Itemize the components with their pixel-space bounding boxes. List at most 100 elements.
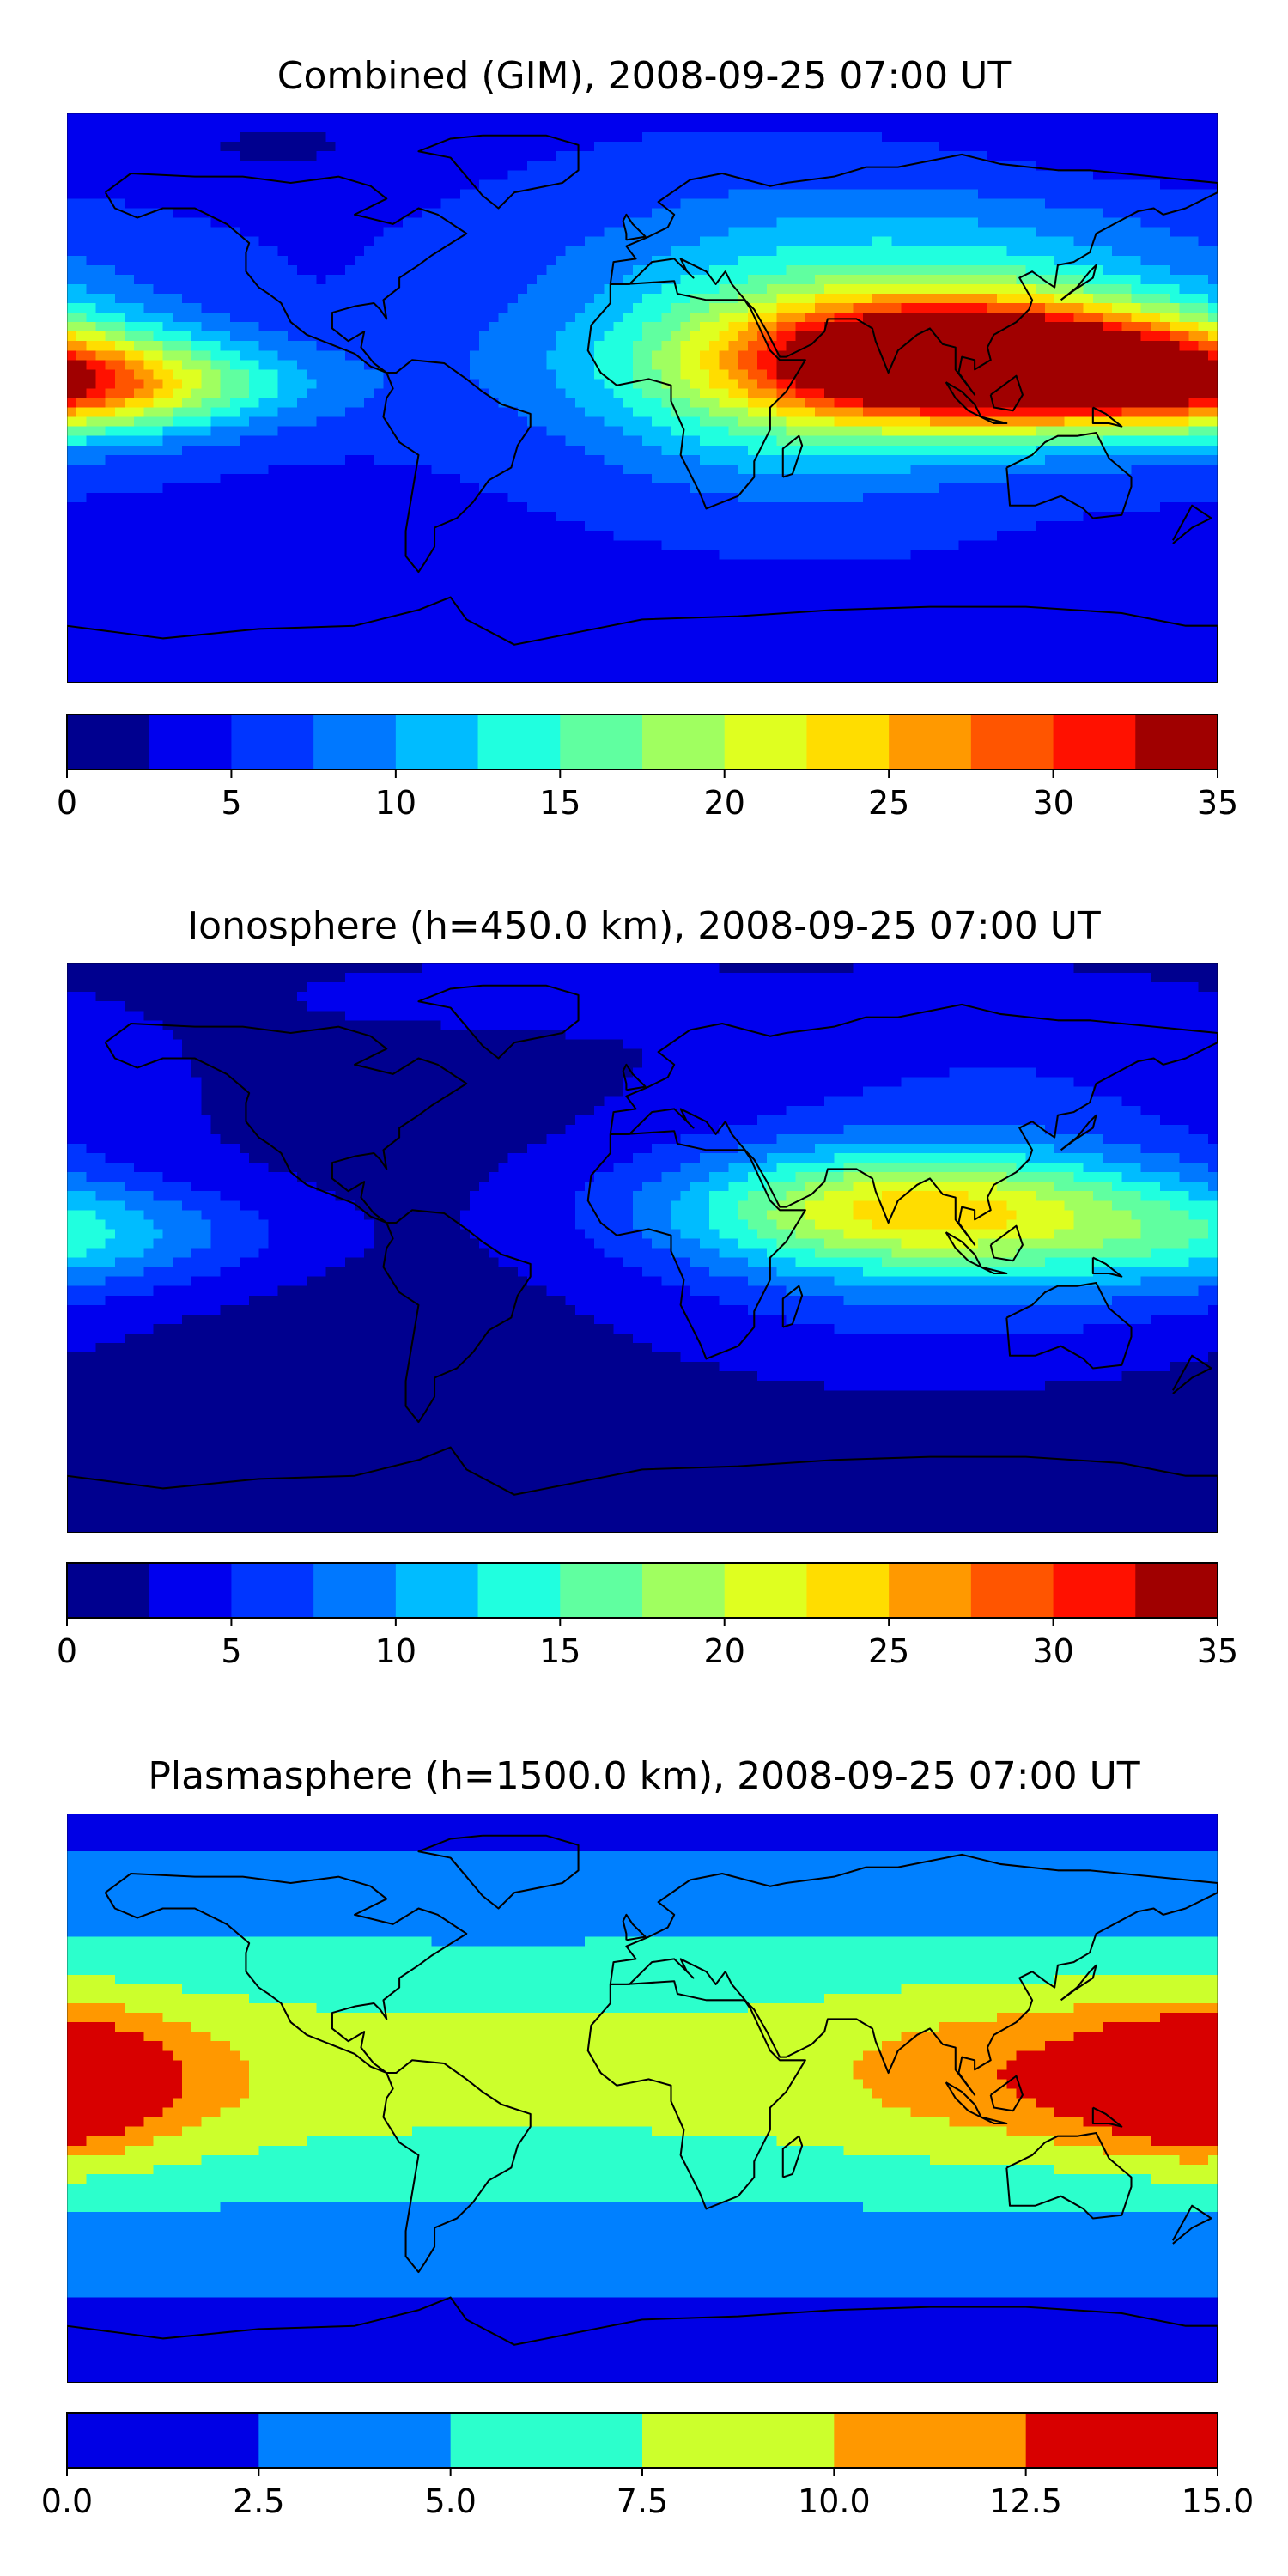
field-cell [153,398,184,409]
field-cell [67,1182,126,1193]
field-cell [546,360,596,371]
field-cell [613,322,644,333]
field-cell [747,398,778,409]
field-cell [1035,227,1171,238]
field-cell [67,379,97,390]
field-cell [374,1229,471,1240]
field-cell [815,1219,874,1230]
field-cell [67,2107,164,2118]
field-cell [67,1067,193,1078]
field-cell [240,2050,864,2062]
field-cell [67,982,308,993]
field-cell [316,341,481,352]
field-cell [719,313,749,324]
field-cell [565,1030,1218,1041]
coastline [417,984,580,1060]
colorbar-swatch [395,1563,479,1618]
field-cell [1016,2088,1218,2099]
field-cell [1035,521,1218,532]
field-cell [86,2136,155,2147]
field-cell [776,303,817,314]
colorbar-tick-label: 35 [1197,784,1238,822]
field-cell [162,322,203,333]
field-cell [67,2183,1218,2195]
field-cells [67,963,1218,1533]
field-cell [709,1267,778,1278]
field-cell [95,992,299,1003]
field-cell [776,2136,1056,2147]
field-cell [805,313,835,324]
field-cell [67,2193,1218,2204]
field-cell [431,1936,586,1947]
field-cell [719,1229,759,1240]
field-cell [67,606,1218,617]
field-cell [690,398,720,409]
field-cell [834,1153,1027,1164]
field-cell [1025,1153,1104,1164]
field-cell [67,1447,1218,1458]
field-cell [642,1058,1218,1069]
field-cell [1150,973,1218,984]
field-cell [661,341,682,352]
field-cell [86,341,116,352]
field-cell [220,2202,864,2214]
field-cell [1179,303,1209,314]
field-cell [249,2088,874,2099]
field-cell [1092,1191,1142,1202]
field-cell [671,1200,711,1212]
field-cell [1054,1974,1218,1986]
field-cell [162,426,212,437]
field-cell [67,1917,1218,1929]
field-cell [680,1191,711,1202]
field-cell [1103,1153,1181,1164]
field-cell [143,360,164,371]
field-cell [67,1163,136,1174]
field-cell [67,559,1218,570]
coastline [1060,1114,1097,1151]
field-cell [728,1163,778,1174]
field-cell [249,2069,854,2081]
field-cell [1073,963,1218,975]
field-cell [240,407,279,418]
field-cell [527,1143,653,1155]
field-cell [1140,1105,1218,1116]
field-cell [182,2079,251,2090]
field-cell [134,341,164,352]
field-cell [67,1124,212,1136]
field-cell [632,407,672,418]
field-cell [690,293,739,305]
coastline [622,1913,647,1941]
coastline [781,1285,804,1328]
field-cell [594,1314,787,1326]
field-cell [910,464,1133,476]
field-cell [277,379,318,390]
field-cell [67,2202,222,2214]
field-cell [1170,322,1200,333]
field-cell [642,331,672,343]
field-cell [1103,264,1171,276]
field-cell [182,1039,624,1050]
colorbar-swatch [1053,1563,1136,1618]
field-cell [546,1285,691,1297]
field-cell [843,1172,1008,1183]
field-cell [1112,2126,1218,2137]
coastline [781,2135,804,2178]
field-cell [470,1229,586,1240]
field-cell [86,283,155,295]
field-cell [67,1039,184,1050]
field-cell [1016,1248,1151,1259]
field-cell [114,379,145,390]
field-cell [1112,303,1142,314]
field-cell [249,1295,567,1306]
field-cell [613,1163,682,1174]
field-cell [632,1191,682,1202]
field-cell [182,1984,902,1996]
field-cell [134,1163,270,1174]
field-cell [498,1163,615,1174]
field-cell [67,1475,1218,1486]
field-cell [1016,1210,1075,1221]
field-cell [125,1001,308,1012]
field-cell [805,398,835,409]
field-cell [613,1323,835,1335]
field-cell [67,2269,1218,2280]
